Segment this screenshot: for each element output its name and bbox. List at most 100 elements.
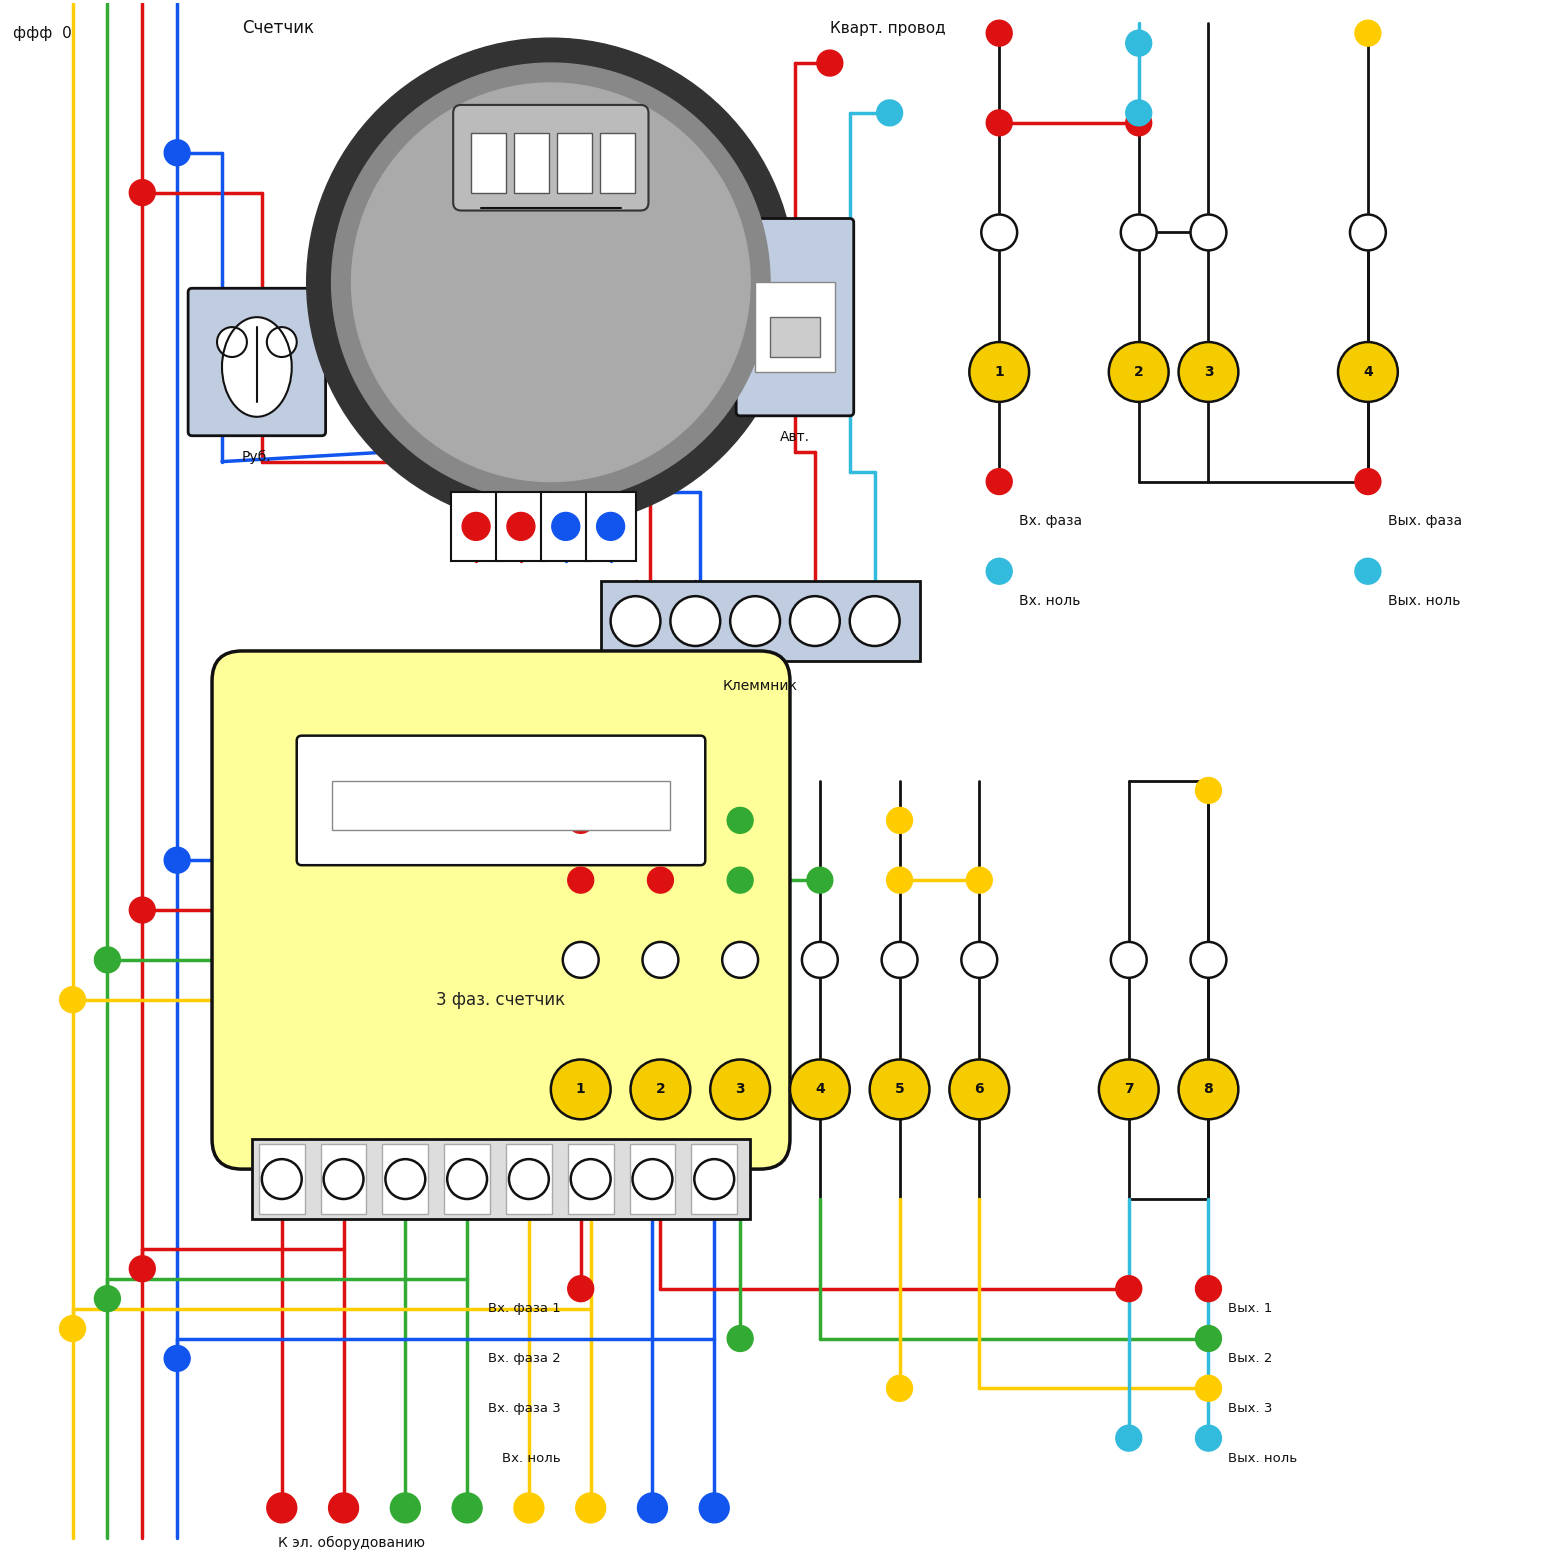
Text: 3: 3 [1204,365,1214,379]
FancyBboxPatch shape [212,651,789,1169]
Text: ффф  0: ффф 0 [12,25,72,41]
Text: 1: 1 [994,365,1005,379]
Circle shape [886,1375,913,1402]
Text: 3: 3 [735,1082,746,1096]
Text: 6: 6 [975,1082,984,1096]
Text: 4: 4 [814,1082,825,1096]
Circle shape [552,512,580,540]
Circle shape [568,1275,594,1302]
FancyBboxPatch shape [189,289,326,436]
Bar [771,317,821,357]
Circle shape [727,1325,753,1352]
Circle shape [961,941,997,977]
Circle shape [1109,342,1168,401]
Bar [601,581,919,660]
Circle shape [59,1316,86,1341]
Circle shape [1190,214,1226,250]
Circle shape [129,898,156,923]
Bar [505,1144,552,1214]
Circle shape [551,1060,610,1119]
Circle shape [513,1492,544,1524]
Circle shape [568,807,594,834]
Text: Руб.: Руб. [242,450,271,464]
Bar [382,1144,429,1214]
Circle shape [722,941,758,977]
Bar [541,492,591,562]
Circle shape [307,37,796,526]
Bar [557,133,591,192]
Bar [630,1144,675,1214]
Circle shape [802,941,838,977]
Circle shape [462,512,490,540]
Circle shape [1190,941,1226,977]
Text: Вых. 2: Вых. 2 [1228,1352,1273,1364]
Circle shape [448,1160,487,1199]
Text: 2: 2 [1134,365,1143,379]
Text: Вх. ноль: Вх. ноль [1019,595,1081,609]
Circle shape [950,1060,1009,1119]
Circle shape [332,62,771,501]
Circle shape [1195,1375,1221,1402]
Text: Вых. фаза: Вых. фаза [1388,515,1462,529]
Circle shape [329,1492,359,1524]
Circle shape [164,140,190,165]
Circle shape [730,596,780,646]
Text: 7: 7 [1123,1082,1134,1096]
Text: Авт.: Авт. [780,429,810,443]
Circle shape [1195,1275,1221,1302]
Circle shape [390,1492,420,1524]
Circle shape [267,328,296,357]
Bar [496,492,546,562]
Circle shape [596,512,624,540]
Ellipse shape [222,317,292,417]
Text: Клеммник: Клеммник [722,679,797,693]
Text: 5: 5 [895,1082,905,1096]
Circle shape [217,328,246,357]
Bar [451,492,501,562]
Circle shape [886,807,913,834]
Bar [568,1144,613,1214]
Circle shape [1338,342,1398,401]
Text: 8: 8 [1204,1082,1214,1096]
Circle shape [1126,30,1151,56]
Circle shape [1098,1060,1159,1119]
Text: Вых. ноль: Вых. ноль [1228,1452,1298,1464]
Circle shape [385,1160,426,1199]
Circle shape [1178,1060,1239,1119]
Bar [691,1144,738,1214]
Circle shape [850,596,900,646]
Circle shape [638,1492,668,1524]
Circle shape [789,596,839,646]
Circle shape [129,1255,156,1282]
Bar [332,780,671,830]
Circle shape [694,1160,735,1199]
Text: Кварт. провод: Кварт. провод [830,20,945,36]
Circle shape [966,868,992,893]
FancyBboxPatch shape [296,735,705,865]
Text: Вх. фаза: Вх. фаза [1019,515,1083,529]
Circle shape [1356,20,1381,47]
Circle shape [727,868,753,893]
Circle shape [164,848,190,873]
Circle shape [1195,1425,1221,1452]
Circle shape [710,1060,771,1119]
Bar [585,492,635,562]
Text: Вых. 3: Вых. 3 [1228,1402,1273,1414]
Text: Вх. фаза 1: Вх. фаза 1 [488,1302,560,1314]
Bar [321,1144,367,1214]
Bar [471,133,505,192]
Text: Вых. 1: Вых. 1 [1228,1302,1273,1314]
Circle shape [164,1346,190,1372]
Bar [599,133,635,192]
Text: 2: 2 [655,1082,665,1096]
FancyBboxPatch shape [452,105,649,211]
Circle shape [59,987,86,1013]
Circle shape [323,1160,363,1199]
Text: 4: 4 [1363,365,1373,379]
Circle shape [1356,468,1381,495]
Text: Вх. фаза 3: Вх. фаза 3 [488,1402,560,1414]
Bar [445,1144,490,1214]
Bar [259,1144,304,1214]
Bar [251,1140,750,1219]
Circle shape [95,948,120,973]
